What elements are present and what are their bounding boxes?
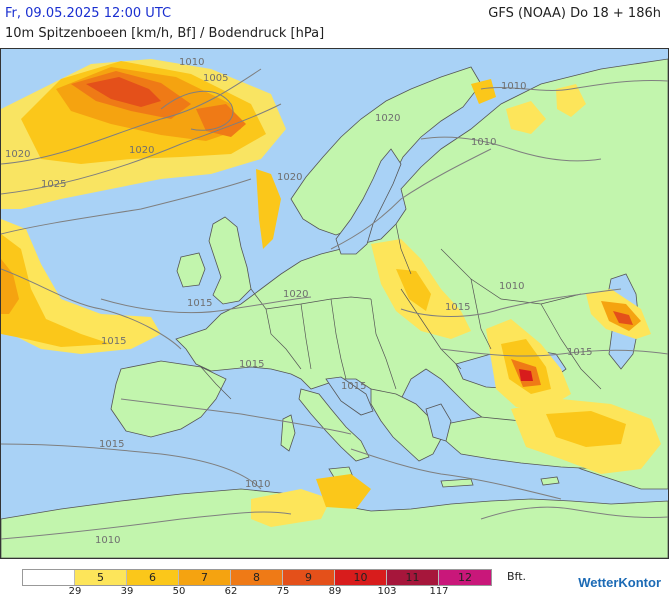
iberia bbox=[110, 360, 227, 438]
isobar-label: 1025 bbox=[41, 179, 66, 190]
italy bbox=[298, 388, 370, 462]
isobar-labels: 1010 1005 1020 1025 1010 1010 1020 1020 … bbox=[5, 57, 592, 546]
forecast-datetime: Fr, 09.05.2025 12:00 UTC bbox=[5, 6, 172, 21]
legend-box: 5 bbox=[75, 570, 127, 585]
adriatic-sea bbox=[325, 376, 374, 416]
legend-box: 11 bbox=[387, 570, 439, 585]
legend-tick: 103 bbox=[377, 586, 397, 597]
isobar-label: 1020 bbox=[129, 145, 154, 156]
legend-tick: 62 bbox=[224, 586, 238, 597]
isobar-label: 1015 bbox=[99, 439, 124, 450]
weather-map: 1010 1005 1020 1025 1010 1010 1020 1020 … bbox=[0, 48, 669, 559]
legend-tick: 89 bbox=[328, 586, 342, 597]
baltic-sea bbox=[335, 148, 402, 255]
brand-logo: WetterKontor bbox=[578, 575, 661, 590]
isobar-label: 1010 bbox=[179, 57, 204, 68]
isobar-label: 1020 bbox=[283, 289, 308, 300]
legend-box: 12 bbox=[439, 570, 491, 585]
isobar-label: 1020 bbox=[375, 113, 400, 124]
isobar-label: 1005 bbox=[203, 73, 228, 84]
crete bbox=[440, 478, 474, 488]
isobar-label: 1010 bbox=[95, 535, 120, 546]
isobar-label: 1015 bbox=[239, 359, 264, 370]
aegean-sea bbox=[425, 403, 452, 442]
great-britain bbox=[208, 216, 252, 305]
legend-tick: 39 bbox=[120, 586, 134, 597]
north-africa bbox=[1, 488, 668, 558]
isobars bbox=[1, 68, 668, 540]
legend-box: 9 bbox=[283, 570, 335, 585]
isobar-label: 1015 bbox=[567, 347, 592, 358]
legend-tick: 75 bbox=[276, 586, 290, 597]
isobar-label: 1010 bbox=[499, 281, 524, 292]
isobar-label: 1020 bbox=[5, 149, 30, 160]
corsica-sardinia bbox=[280, 414, 296, 452]
legend-box bbox=[23, 570, 75, 585]
legend-tick: 29 bbox=[68, 586, 82, 597]
model-run-label: GFS (NOAA) Do 18 + 186h bbox=[488, 6, 661, 21]
legend-tick: 117 bbox=[429, 586, 449, 597]
legend-box: 8 bbox=[231, 570, 283, 585]
wind-gust-shading bbox=[1, 59, 661, 527]
isobar-label: 1015 bbox=[341, 381, 366, 392]
cyprus bbox=[540, 476, 560, 486]
legend-unit: Bft. bbox=[507, 570, 527, 583]
ireland bbox=[176, 252, 206, 288]
isobar-label: 1015 bbox=[445, 302, 470, 313]
isobar-label: 1020 bbox=[277, 172, 302, 183]
country-borders bbox=[200, 223, 602, 400]
balkans bbox=[370, 388, 442, 462]
isobar-label: 1010 bbox=[501, 81, 526, 92]
legend-box: 7 bbox=[179, 570, 231, 585]
isobar-label: 1010 bbox=[471, 137, 496, 148]
isobar-label: 1015 bbox=[187, 298, 212, 309]
map-subtitle: 10m Spitzenboeen [km/h, Bf] / Bodendruck… bbox=[5, 26, 325, 41]
wind-scale-legend: 5 6 7 8 9 10 11 12 bbox=[22, 569, 492, 586]
legend-box: 10 bbox=[335, 570, 387, 585]
legend-tick: 50 bbox=[172, 586, 186, 597]
map-canvas: 1010 1005 1020 1025 1010 1010 1020 1020 … bbox=[1, 49, 668, 558]
legend-box: 6 bbox=[127, 570, 179, 585]
isobar-label: 1015 bbox=[101, 336, 126, 347]
isobar-label: 1010 bbox=[245, 479, 270, 490]
